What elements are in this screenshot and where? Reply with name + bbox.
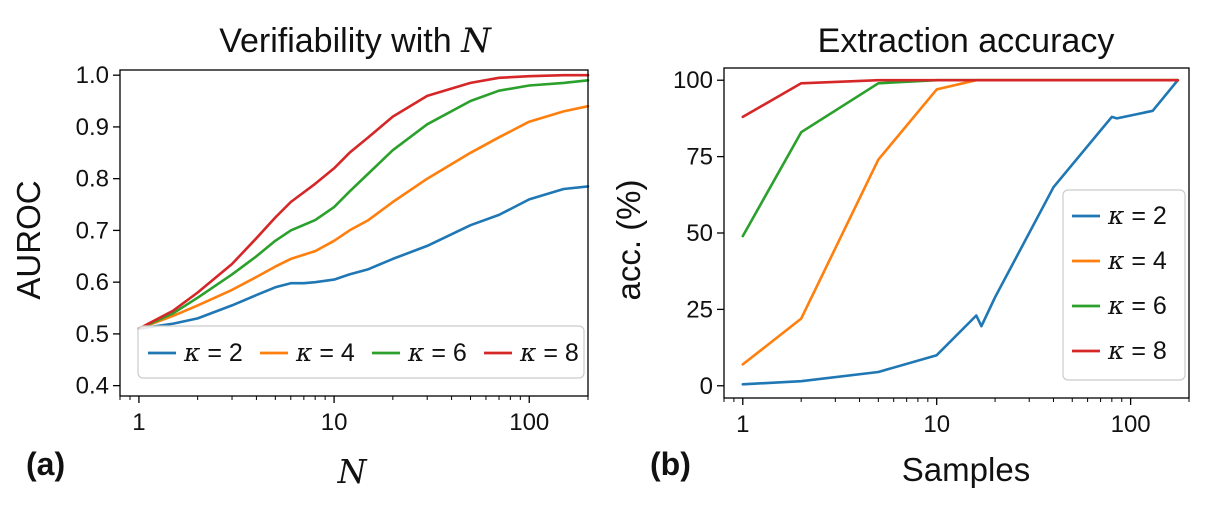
chart-a-legend-items: κ = 2 κ = 4 κ = 6 κ = 8 — [148, 338, 579, 367]
chart-b-legend-box — [1062, 189, 1186, 381]
chart-a-xticks: 1 10 100 — [119, 396, 589, 436]
chart-a-ytick-label: 0.8 — [76, 166, 109, 193]
chart-b-xtick-label: 1 — [736, 411, 749, 438]
chart-b-legend-label: κ = 4 — [1107, 246, 1167, 275]
chart-a-series-kappa-2 — [137, 185, 590, 331]
chart-a-series — [137, 73, 590, 331]
chart-b-yticks: 0 25 50 75 100 — [673, 67, 724, 400]
chart-b-ytick-label: 100 — [673, 67, 713, 94]
chart-b-xticks: 1 10 100 — [723, 398, 1190, 438]
chart-a-legend: κ = 2 κ = 4 κ = 6 κ = 8 — [137, 325, 585, 379]
chart-a-legend-label: κ = 2 — [183, 338, 243, 367]
chart-a-xlabel: N — [337, 452, 368, 491]
chart-b-xlabel: Samples — [902, 451, 1030, 488]
chart-b-title: Extraction accuracy — [818, 22, 1115, 60]
panel-a-label: (a) — [26, 446, 65, 482]
chart-b-frame — [723, 67, 1190, 399]
chart-b-ytick-label: 0 — [700, 373, 713, 400]
chart-a-ylabel: AUROC — [10, 180, 47, 299]
chart-b-ytick-label: 50 — [686, 220, 713, 247]
chart-a-xtick-label: 10 — [321, 409, 348, 436]
chart-a-ytick-label: 0.4 — [76, 373, 109, 400]
panel-b-label: (b) — [650, 446, 691, 482]
chart-a-legend-label: κ = 8 — [519, 338, 579, 367]
chart-a-frame — [119, 69, 589, 397]
chart-a-series-kappa-4 — [137, 104, 590, 331]
chart-b-legend-items: κ = 2 κ = 4 κ = 6 κ = 8 — [1072, 201, 1167, 365]
chart-b-legend-label: κ = 2 — [1107, 201, 1167, 230]
chart-a-legend-label: κ = 6 — [407, 338, 467, 367]
chart-a-ytick-label: 1.0 — [76, 62, 109, 89]
chart-b-xtick-label: 100 — [1111, 411, 1151, 438]
chart-a-legend-box — [137, 325, 585, 379]
chart-a-yticks: 0.4 0.5 0.6 0.7 0.8 0.9 1.0 — [76, 62, 120, 400]
chart-a-xtick-label: 1 — [132, 409, 145, 436]
panel-a-auroc-chart: Verifiability with N AUROC N (a) 0.40.50… — [10, 21, 590, 491]
chart-a-series-kappa-6 — [137, 79, 590, 331]
chart-a-ytick-label: 0.6 — [76, 269, 109, 296]
chart-b-legend-label: κ = 6 — [1107, 291, 1167, 320]
chart-b-legend-label: κ = 8 — [1107, 336, 1167, 365]
chart-b-ytick-label: 75 — [686, 144, 713, 171]
chart-b-series-kappa-2 — [741, 78, 1180, 386]
chart-a-legend-label: κ = 4 — [295, 338, 355, 367]
chart-a-title: Verifiability with N — [219, 21, 492, 61]
chart-a-ytick-label: 0.7 — [76, 217, 109, 244]
chart-b-series-kappa-8 — [741, 78, 1180, 119]
chart-b-series — [741, 78, 1180, 386]
panel-b-accuracy-chart: Extraction accuracy acc. (%) Samples (b)… — [610, 22, 1190, 488]
chart-b-ylabel: acc. (%) — [610, 179, 647, 300]
chart-a-xtick-label: 100 — [509, 409, 549, 436]
chart-b-ytick-label: 25 — [686, 296, 713, 323]
chart-a-ytick-label: 0.5 — [76, 321, 109, 348]
chart-b-xtick-label: 10 — [923, 411, 950, 438]
chart-b-legend: κ = 2 κ = 4 κ = 6 κ = 8 — [1062, 189, 1186, 381]
chart-a-ytick-label: 0.9 — [76, 114, 109, 141]
chart-a-series-kappa-8 — [137, 73, 590, 331]
